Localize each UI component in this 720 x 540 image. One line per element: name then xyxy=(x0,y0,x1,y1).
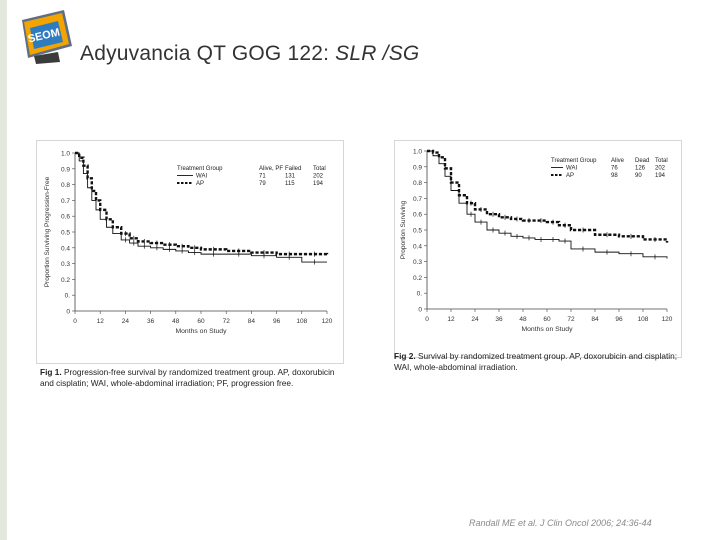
os-legend-cell: 76 xyxy=(611,166,618,172)
figure-1-caption-text: Progression-free survival by randomized … xyxy=(40,367,335,388)
os-x-tick-label: 60 xyxy=(543,316,551,323)
os-legend-header: Dead xyxy=(635,158,649,164)
pfs-legend-cell: 194 xyxy=(313,181,324,187)
os-x-tick-label: 96 xyxy=(615,316,623,323)
pfs-y-tick-label: 0. xyxy=(65,293,71,300)
pfs-x-tick-label: 120 xyxy=(322,318,333,325)
pfs-series-wai-line xyxy=(75,152,327,263)
title-emphasis: SLR /SG xyxy=(335,42,420,65)
os-y-tick-label: 0 xyxy=(418,307,422,314)
pfs-legend-header: Treatment Group xyxy=(177,166,223,172)
slide-accent-bar xyxy=(0,0,7,540)
os-x-tick-label: 24 xyxy=(471,316,479,323)
pfs-x-tick-label: 84 xyxy=(248,318,256,325)
pfs-y-tick-label: 0.3 xyxy=(61,261,70,268)
os-chart: 0 0. 0.2 0.3 0.4 0.5 0.6 0.7 0.8 0.9 1.0 0 12 24 36 48 6… xyxy=(400,149,673,334)
pfs-x-tick-label: 0 xyxy=(73,318,77,325)
pfs-y-tick-label: 0.9 xyxy=(61,166,70,173)
os-y-tick-label: 1.0 xyxy=(413,149,422,156)
os-y-axis-label: Proportion Surviving xyxy=(400,200,407,259)
pfs-legend-cell: 131 xyxy=(285,174,296,180)
os-y-tick-label: 0.4 xyxy=(413,243,422,250)
os-x-tick-label: 120 xyxy=(662,316,673,323)
pfs-x-tick-label: 96 xyxy=(273,318,281,325)
os-legend-header: Treatment Group xyxy=(551,158,597,164)
pfs-legend-cell: 202 xyxy=(313,174,324,180)
pfs-y-tick-label: 0.4 xyxy=(61,245,70,252)
seom-logo: SEOM xyxy=(22,10,72,64)
slide-title: Adyuvancia QT GOG 122: SLR /SG xyxy=(80,42,419,66)
pfs-x-tick-label: 12 xyxy=(97,318,105,325)
os-series-ap-line xyxy=(427,149,669,243)
os-y-tick-label: 0.7 xyxy=(413,196,422,203)
os-legend-cell: 194 xyxy=(655,173,666,179)
os-legend-header: Total xyxy=(655,158,668,164)
pfs-y-tick-label: 0.2 xyxy=(61,277,70,284)
pfs-legend-cell: AP xyxy=(196,181,204,187)
pfs-y-tick-label: 0.5 xyxy=(61,230,70,237)
figure-2-caption-text: Survival by randomized treatment group. … xyxy=(394,351,678,372)
os-y-tick-label: 0.6 xyxy=(413,212,422,219)
os-x-tick-label: 108 xyxy=(638,316,649,323)
pfs-x-axis-label: Months on Study xyxy=(175,328,227,335)
pfs-x-tick-label: 48 xyxy=(172,318,180,325)
os-x-tick-label: 0 xyxy=(425,316,429,323)
os-legend-cell: 90 xyxy=(635,173,642,179)
pfs-y-axis-label: Proportion Surviving Progression-Free xyxy=(44,176,51,287)
os-chart-panel: 0 0. 0.2 0.3 0.4 0.5 0.6 0.7 0.8 0.9 1.0 0 12 24 36 48 6… xyxy=(394,140,682,358)
pfs-chart: 0 0. 0.2 0.3 0.4 0.5 0.6 0.7 0.8 0.9 1.0 0 12 24 36 48 6… xyxy=(44,151,333,336)
os-x-tick-label: 84 xyxy=(591,316,599,323)
pfs-legend-cell: WAI xyxy=(196,174,207,180)
os-legend-cell: AP xyxy=(566,173,574,179)
pfs-y-tick-label: 0.6 xyxy=(61,214,70,221)
os-x-tick-label: 48 xyxy=(519,316,527,323)
os-legend-cell: 126 xyxy=(635,166,646,172)
pfs-y-tick-label: 1.0 xyxy=(61,151,70,158)
os-y-tick-label: 0.8 xyxy=(413,180,422,187)
pfs-x-tick-label: 24 xyxy=(122,318,130,325)
pfs-legend-cell: 79 xyxy=(259,181,266,187)
os-legend-header: Alive xyxy=(611,158,625,164)
os-y-tick-label: 0. xyxy=(417,291,423,298)
os-y-tick-label: 0.9 xyxy=(413,164,422,171)
title-prefix: Adyuvancia QT GOG 122: xyxy=(80,42,336,65)
os-x-tick-label: 36 xyxy=(495,316,503,323)
os-legend-cell: 202 xyxy=(655,166,666,172)
os-legend-cell: 98 xyxy=(611,173,618,179)
pfs-y-tick-label: 0 xyxy=(66,309,70,316)
pfs-x-tick-label: 72 xyxy=(223,318,231,325)
os-x-axis-label: Months on Study xyxy=(521,326,573,333)
pfs-legend-cell: 115 xyxy=(285,181,295,187)
pfs-x-tick-label: 60 xyxy=(197,318,205,325)
figure-1-caption: Fig 1. Progression-free survival by rand… xyxy=(40,367,346,388)
citation: Randall ME et al. J Clin Oncol 2006; 24:… xyxy=(469,518,652,528)
os-x-tick-label: 12 xyxy=(447,316,455,323)
pfs-chart-panel: 0 0. 0.2 0.3 0.4 0.5 0.6 0.7 0.8 0.9 1.0 0 12 24 36 48 6… xyxy=(36,140,344,364)
figure-1-caption-label: Fig 1. xyxy=(40,367,62,377)
pfs-legend-header: Alive, PF xyxy=(259,166,283,172)
os-y-tick-label: 0.3 xyxy=(413,259,422,266)
pfs-x-tick-label: 108 xyxy=(296,318,307,325)
pfs-series-ap-line xyxy=(75,151,329,256)
pfs-y-tick-label: 0.8 xyxy=(61,182,70,189)
os-series-wai-line xyxy=(427,150,668,259)
os-x-tick-label: 72 xyxy=(567,316,575,323)
pfs-y-tick-label: 0.7 xyxy=(61,198,70,205)
figure-2-caption-label: Fig 2. xyxy=(394,351,416,361)
pfs-legend-header: Total xyxy=(313,166,326,172)
os-y-tick-label: 0.2 xyxy=(413,275,422,282)
pfs-legend-header: Failed xyxy=(285,166,301,172)
figure-2-caption: Fig 2. Survival by randomized treatment … xyxy=(394,351,686,372)
os-legend-cell: WAI xyxy=(566,166,577,172)
pfs-legend-cell: 71 xyxy=(259,174,266,180)
os-y-tick-label: 0.5 xyxy=(413,228,422,235)
pfs-x-tick-label: 36 xyxy=(147,318,155,325)
